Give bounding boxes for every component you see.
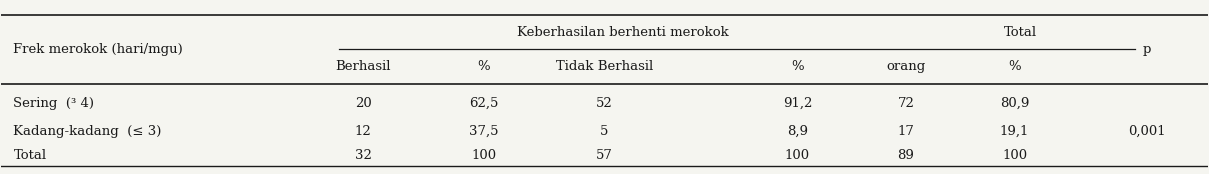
Text: %: %: [1008, 60, 1020, 73]
Text: 91,2: 91,2: [782, 97, 812, 110]
Text: 8,9: 8,9: [787, 125, 808, 138]
Text: 0,001: 0,001: [1128, 125, 1167, 138]
Text: 57: 57: [596, 149, 613, 162]
Text: 20: 20: [355, 97, 371, 110]
Text: Keberhasilan berhenti merokok: Keberhasilan berhenti merokok: [516, 26, 729, 39]
Text: %: %: [478, 60, 490, 73]
Text: p: p: [1144, 43, 1151, 56]
Text: 100: 100: [1002, 149, 1028, 162]
Text: 72: 72: [897, 97, 914, 110]
Text: 100: 100: [785, 149, 810, 162]
Text: 12: 12: [355, 125, 371, 138]
Text: Frek merokok (hari/mgu): Frek merokok (hari/mgu): [13, 43, 184, 56]
Text: Tidak Berhasil: Tidak Berhasil: [556, 60, 653, 73]
Text: 62,5: 62,5: [469, 97, 498, 110]
Text: 32: 32: [354, 149, 371, 162]
Text: 5: 5: [601, 125, 608, 138]
Text: 19,1: 19,1: [1000, 125, 1029, 138]
Text: Total: Total: [13, 149, 47, 162]
Text: 37,5: 37,5: [469, 125, 498, 138]
Text: 100: 100: [472, 149, 497, 162]
Text: 89: 89: [897, 149, 914, 162]
Text: 52: 52: [596, 97, 613, 110]
Text: 17: 17: [897, 125, 914, 138]
Text: %: %: [791, 60, 804, 73]
Text: Berhasil: Berhasil: [336, 60, 391, 73]
Text: Sering  (³ 4): Sering (³ 4): [13, 97, 94, 110]
Text: Kadang-kadang  (≤ 3): Kadang-kadang (≤ 3): [13, 125, 162, 138]
Text: 80,9: 80,9: [1000, 97, 1029, 110]
Text: Total: Total: [1005, 26, 1037, 39]
Text: orang: orang: [886, 60, 926, 73]
